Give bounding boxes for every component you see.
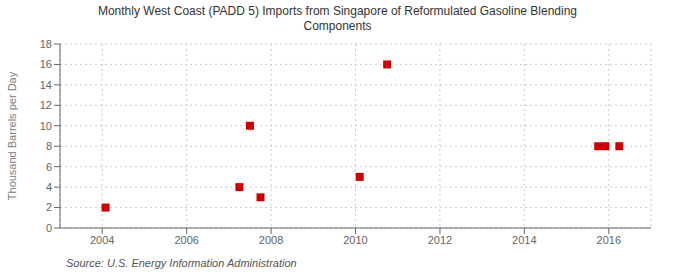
html-text:Monthly West Coast (PADD 5) Im: Monthly West Coast (PADD 5) Imports from… <box>97 4 577 18</box>
svg-text:2010: 2010 <box>343 234 367 246</box>
html-text:Source: U.S. Energy Informatio: Source: U.S. Energy Information Administ… <box>66 257 297 269</box>
svg-text:0: 0 <box>46 222 52 234</box>
svg-text:16: 16 <box>40 58 52 70</box>
svg-text:2014: 2014 <box>512 234 536 246</box>
svg-text:2016: 2016 <box>597 234 621 246</box>
svg-text:2004: 2004 <box>90 234 114 246</box>
html-text:Components: Components <box>303 19 372 33</box>
svg-text:4: 4 <box>46 181 52 193</box>
svg-text:Thousand Barrels per Day: Thousand Barrels per Day <box>8 71 18 200</box>
svg-text:2: 2 <box>46 201 52 213</box>
svg-text:12: 12 <box>40 99 52 111</box>
svg-text:2012: 2012 <box>428 234 452 246</box>
svg-text:6: 6 <box>46 161 52 173</box>
svg-text:8: 8 <box>46 140 52 152</box>
svg-text:18: 18 <box>40 38 52 50</box>
svg-text:2008: 2008 <box>259 234 283 246</box>
svg-text:14: 14 <box>40 79 52 91</box>
svg-text:10: 10 <box>40 120 52 132</box>
svg-text:2006: 2006 <box>174 234 198 246</box>
